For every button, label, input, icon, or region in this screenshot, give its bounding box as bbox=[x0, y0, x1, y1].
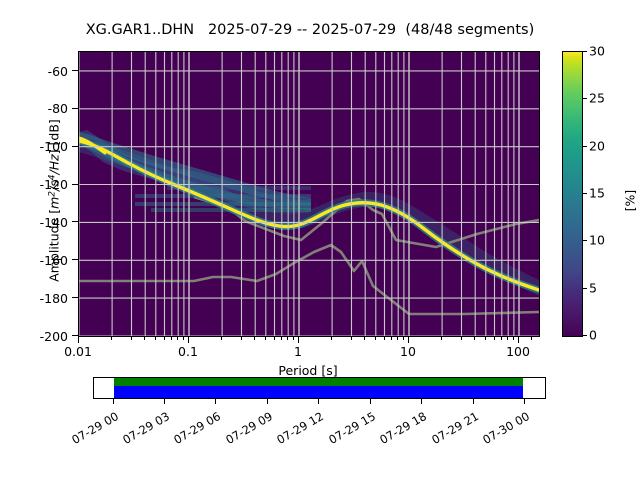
modal-ridge bbox=[79, 139, 539, 292]
colorbar-tick-label: 0 bbox=[589, 327, 597, 343]
timeline-tick-label: 07-29 21 bbox=[429, 409, 481, 447]
timeline-tick-label: 07-30 00 bbox=[480, 409, 532, 447]
y-axis-unit-exp4: 4 bbox=[47, 174, 58, 181]
grid-vertical bbox=[79, 52, 520, 336]
y-axis-label: Amplitude [m2/s4/Hz] [dB] bbox=[47, 51, 62, 351]
x-tick-label: 0.1 bbox=[178, 344, 198, 359]
x-tick-label: 100 bbox=[506, 344, 530, 359]
timeline-tick-label: 07-29 03 bbox=[120, 409, 172, 447]
timeline-tick-label: 07-29 12 bbox=[274, 409, 326, 447]
colorbar-tick-label: 25 bbox=[589, 90, 605, 106]
timeline-tick-label: 07-29 18 bbox=[377, 409, 429, 447]
y-axis-label-prefix: Amplitude [ bbox=[46, 208, 62, 282]
timeline-tick-label: 07-29 09 bbox=[223, 409, 275, 447]
timeline-tick-label: 07-29 00 bbox=[69, 409, 121, 447]
colorbar-tick-label: 30 bbox=[589, 43, 605, 59]
y-tick-label: -180 bbox=[39, 290, 68, 306]
y-axis-unit-m: m bbox=[46, 196, 62, 209]
x-tick-label: 1 bbox=[294, 344, 302, 359]
heatmap-canvas bbox=[79, 52, 539, 336]
y-tick-label: -140 bbox=[39, 215, 68, 230]
nhnm-curve bbox=[193, 195, 539, 249]
colorbar-label: [%] bbox=[622, 189, 638, 212]
coverage-bar-green bbox=[114, 378, 524, 386]
timeline-tick-label: 07-29 06 bbox=[171, 409, 223, 447]
colorbar-tick-label: 10 bbox=[589, 232, 605, 248]
y-tick-label: -200 bbox=[39, 328, 68, 344]
data-coverage-timeline[interactable] bbox=[93, 377, 546, 399]
x-axis-label: Period [s] bbox=[278, 363, 338, 378]
timeline-tick-label: 07-29 15 bbox=[326, 409, 378, 447]
y-tick-label: -80 bbox=[47, 101, 68, 117]
colorbar-tick-label: 20 bbox=[589, 138, 605, 154]
x-tick-label: 0.01 bbox=[64, 344, 92, 359]
y-tick-label: -160 bbox=[39, 252, 68, 268]
y-axis-unit-s: /s bbox=[46, 180, 62, 191]
y-tick-label: -100 bbox=[39, 139, 68, 155]
y-tick-label: -120 bbox=[39, 177, 68, 193]
y-axis-unit-hz: /Hz bbox=[46, 154, 62, 175]
ppsd-plot-area[interactable] bbox=[78, 51, 540, 337]
x-tick-label: 10 bbox=[400, 344, 416, 359]
colorbar-tick-label: 5 bbox=[589, 280, 597, 296]
y-tick-label: -60 bbox=[47, 63, 68, 79]
y-axis-label-suffix: ] [dB] bbox=[46, 119, 62, 155]
y-axis-unit-exp2: 2 bbox=[47, 190, 58, 197]
coverage-bar-blue bbox=[114, 385, 524, 398]
ridge-short-period bbox=[79, 136, 107, 155]
ppsd-heatmap-svg bbox=[79, 52, 539, 336]
page-title: XG.GAR1..DHN 2025-07-29 -- 2025-07-29 (4… bbox=[85, 22, 535, 38]
coverage-bars bbox=[94, 378, 545, 398]
colorbar[interactable] bbox=[562, 51, 583, 337]
colorbar-tick-label: 15 bbox=[589, 185, 605, 201]
